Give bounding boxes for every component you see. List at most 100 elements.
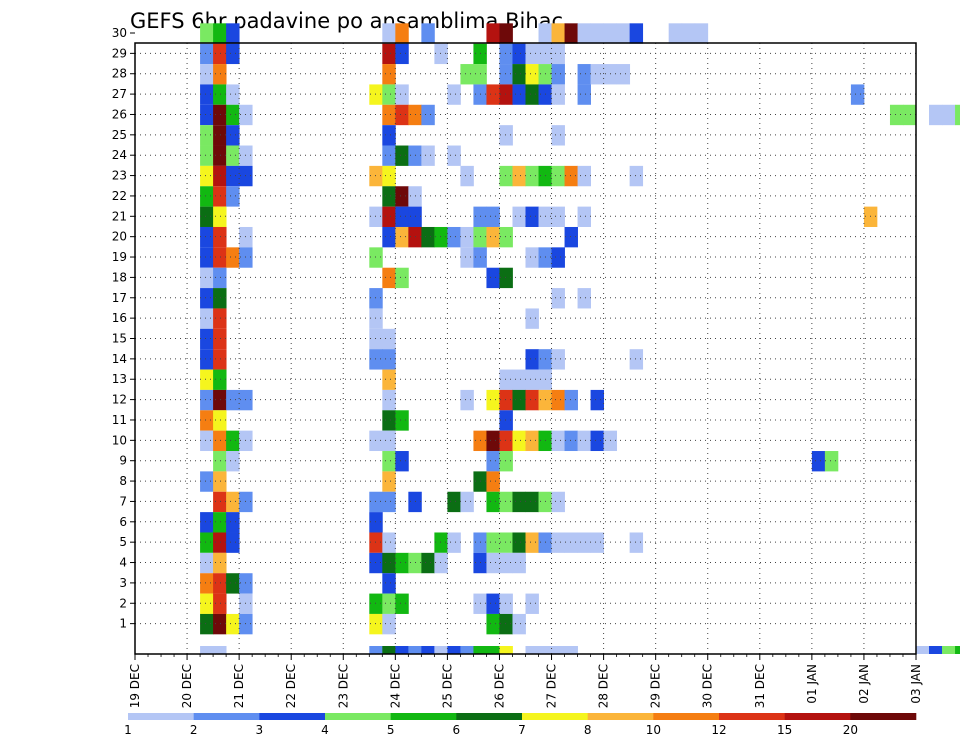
legend-label: 3: [256, 723, 264, 737]
heatmap-cell: [213, 552, 227, 574]
heatmap-cell: [863, 206, 878, 227]
heatmap-cell: [395, 43, 409, 65]
heatmap-cell: [408, 206, 422, 227]
heatmap-cell: [473, 552, 487, 574]
heatmap-cell: [499, 532, 513, 553]
heatmap-cell: [213, 186, 227, 207]
heatmap-cell: [499, 226, 513, 248]
heatmap-cell: [525, 165, 539, 187]
heatmap-cell: [525, 84, 539, 105]
heatmap-cell: [200, 23, 214, 44]
heatmap-cell: [512, 206, 526, 227]
heatmap-cell: [200, 369, 214, 390]
heatmap-cell: [499, 125, 513, 146]
heatmap-cell: [525, 646, 539, 654]
heatmap-cell: [512, 552, 526, 574]
heatmap-cell: [213, 532, 227, 553]
y-tick-label: 5: [119, 535, 127, 549]
heatmap-cell: [200, 267, 214, 289]
heatmap-cell: [369, 532, 383, 553]
heatmap-cell: [421, 23, 435, 44]
heatmap-cell: [200, 410, 214, 431]
heatmap-cell: [200, 573, 214, 594]
heatmap-cell: [955, 104, 960, 126]
heatmap-cell: [577, 64, 591, 85]
heatmap-cell: [421, 226, 435, 248]
heatmap-cell: [369, 593, 383, 614]
heatmap-cell: [200, 471, 214, 492]
heatmap-cell: [239, 491, 253, 513]
heatmap-cell: [382, 43, 396, 65]
heatmap-cell: [538, 206, 552, 227]
heatmap-cell: [564, 226, 578, 248]
x-tick-label: 23 DEC: [336, 664, 350, 708]
heatmap-cell: [564, 389, 578, 411]
heatmap-cell: [942, 104, 956, 126]
heatmap-cell: [395, 84, 409, 105]
heatmap-cell: [213, 328, 227, 350]
heatmap-cell: [811, 451, 826, 472]
heatmap-cell: [382, 369, 396, 390]
heatmap-cell: [200, 646, 214, 654]
heatmap-cell: [421, 646, 435, 654]
heatmap-cell: [434, 532, 448, 553]
heatmap-cell: [564, 430, 578, 452]
heatmap-cell: [577, 430, 591, 452]
heatmap-cell: [200, 165, 214, 187]
heatmap-cell: [486, 552, 500, 574]
heatmap-cell: [213, 430, 227, 452]
heatmap-cell: [395, 593, 409, 614]
heatmap-cell: [226, 451, 240, 472]
heatmap-cell: [551, 84, 565, 105]
heatmap-cell: [213, 267, 227, 289]
y-tick-label: 6: [119, 515, 127, 529]
heatmap-cell: [447, 226, 461, 248]
heatmap-cell: [955, 646, 960, 654]
heatmap-cell: [590, 532, 604, 553]
heatmap-cell: [226, 430, 240, 452]
heatmap-cell: [460, 491, 474, 513]
heatmap-cell: [499, 43, 513, 65]
heatmap-cell: [226, 84, 240, 105]
heatmap-cell: [382, 573, 396, 594]
y-tick-label: 30: [112, 26, 127, 40]
heatmap-cell: [226, 125, 240, 146]
heatmap-cell: [382, 64, 396, 85]
heatmap-cell: [382, 186, 396, 207]
heatmap-cell: [200, 308, 214, 329]
y-tick-label: 8: [119, 474, 127, 488]
y-tick-label: 23: [112, 169, 127, 183]
heatmap-cell: [538, 389, 552, 411]
heatmap-cell: [564, 23, 578, 44]
legend-label: 8: [584, 723, 592, 737]
heatmap-cell: [499, 389, 513, 411]
heatmap-cell: [551, 64, 565, 85]
y-tick-label: 7: [119, 494, 127, 508]
heatmap-cell: [382, 145, 396, 166]
heatmap-cell: [889, 104, 904, 126]
legend-label: 4: [321, 723, 329, 737]
heatmap-cell: [512, 613, 526, 635]
heatmap-cell: [486, 532, 500, 553]
heatmap-cell: [382, 552, 396, 574]
heatmap-cell: [551, 165, 565, 187]
heatmap-cell: [512, 369, 526, 390]
heatmap-cell: [629, 23, 644, 44]
x-axis: 19 DEC 20 DEC 21 DEC 22 DEC 23 DEC 24 DEC 25 D…: [128, 654, 923, 708]
heatmap-cell: [213, 593, 227, 614]
heatmap-cell: [369, 308, 383, 329]
heatmap-cell: [434, 226, 448, 248]
heatmap-cell: [382, 267, 396, 289]
heatmap-cell: [408, 646, 422, 654]
heatmap-cell: [226, 532, 240, 553]
legend-swatch: [128, 713, 194, 720]
y-tick-label: 4: [119, 556, 127, 570]
heatmap-cell: [382, 226, 396, 248]
heatmap-cell: [395, 267, 409, 289]
y-tick-label: 13: [112, 372, 127, 386]
heatmap-cell: [213, 491, 227, 513]
heatmap-cell: [473, 430, 487, 452]
heatmap-cell: [447, 532, 461, 553]
legend-label: 10: [646, 723, 661, 737]
